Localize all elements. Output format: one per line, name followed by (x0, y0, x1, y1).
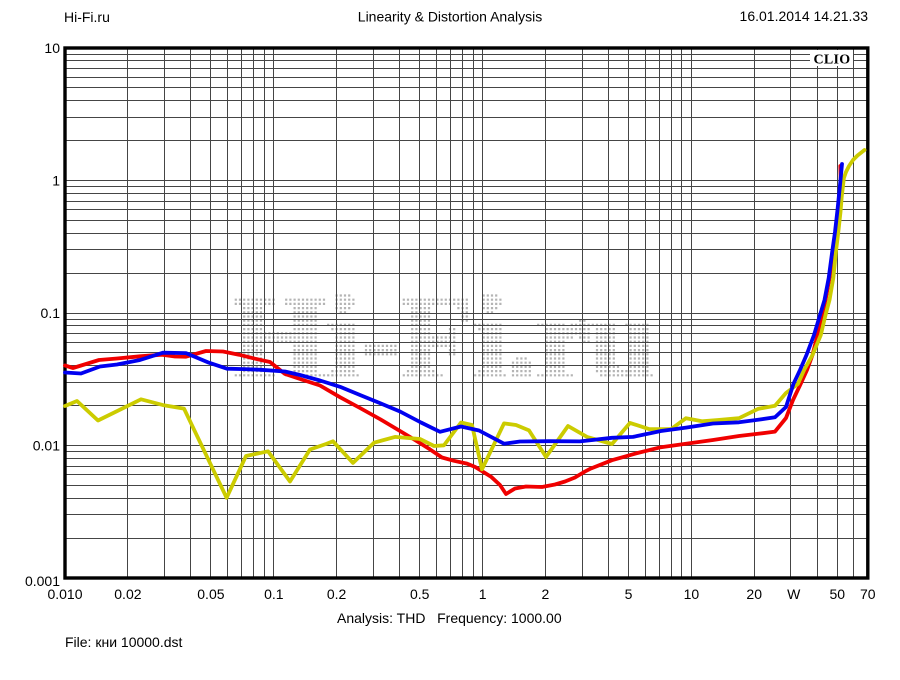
svg-text:0.1: 0.1 (41, 305, 61, 321)
svg-text:16.01.2014 14.21.33: 16.01.2014 14.21.33 (740, 8, 869, 24)
svg-text:Linearity & Distortion Analysi: Linearity & Distortion Analysis (358, 9, 542, 25)
svg-text:0.05: 0.05 (197, 586, 224, 602)
svg-text:2: 2 (542, 586, 550, 602)
svg-text:File: кни 10000.dst: File: кни 10000.dst (65, 634, 183, 650)
svg-text:0.1: 0.1 (264, 586, 284, 602)
svg-text:0.5: 0.5 (410, 586, 430, 602)
svg-text:0.2: 0.2 (327, 586, 347, 602)
svg-text:20: 20 (746, 586, 762, 602)
svg-text:0.010: 0.010 (47, 586, 82, 602)
svg-text:1: 1 (52, 173, 60, 189)
svg-text:5: 5 (625, 586, 633, 602)
svg-text:0.02: 0.02 (114, 586, 141, 602)
svg-text:0.001: 0.001 (25, 573, 60, 589)
svg-text:0.01: 0.01 (33, 438, 60, 454)
svg-text:10: 10 (44, 40, 60, 56)
svg-text:70: 70 (860, 586, 876, 602)
svg-text:50: 50 (830, 586, 846, 602)
svg-text:Hi-Fi.ru: Hi-Fi.ru (64, 9, 110, 25)
svg-text:CLIO: CLIO (814, 53, 851, 68)
svg-text:Analysis: THD Frequency: 100: Analysis: THD Frequency: 1000.00 (337, 610, 562, 626)
svg-text:1: 1 (479, 586, 487, 602)
svg-text:10: 10 (684, 586, 700, 602)
svg-text:W: W (787, 586, 801, 602)
